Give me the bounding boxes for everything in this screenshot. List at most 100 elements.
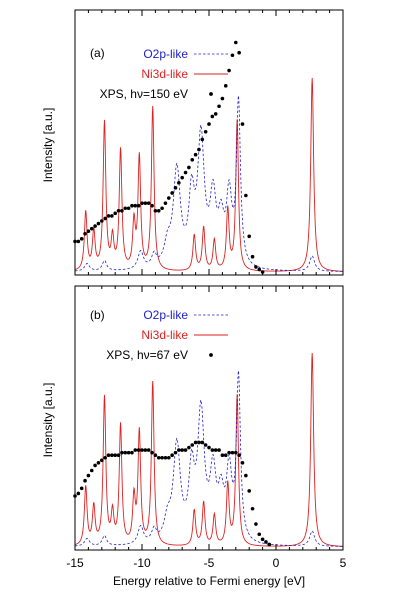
panel-b-xps-point (143, 448, 148, 452)
panel-a-xps-point (123, 206, 128, 211)
panel-a-xps-point (203, 129, 208, 134)
panel-a-xps-point (177, 180, 181, 185)
panel-a-xps-point (93, 224, 97, 228)
panel-b-xps-point (227, 450, 231, 455)
panel-a-ni3d-path (74, 78, 344, 272)
panel-b-legend-xps-marker (209, 353, 213, 357)
panel-a-xps-points (73, 40, 265, 274)
panel-b-xps-point (230, 450, 235, 455)
x-tick-label: 0 (273, 556, 280, 570)
panel-a-xps-point (227, 68, 231, 73)
panel-b-frame (74, 285, 344, 551)
panel-a-xps-point (220, 96, 225, 101)
panel-a-xps-point (96, 221, 101, 226)
panel-b-xps-point (76, 491, 81, 496)
panel-b-legend-xps-label: XPS, hν=67 eV (106, 348, 188, 362)
panel-a-xps-point (130, 203, 134, 208)
panel-b-legend-ni3d-label: Ni3d-like (141, 328, 188, 342)
panel-b-xps-point (187, 445, 191, 450)
panel-a-xps-point (240, 122, 245, 126)
panel-b-xps-point (203, 443, 208, 447)
panel-a-xps-point (136, 203, 141, 208)
panel-a-xps-point (79, 237, 84, 241)
panel-a-xps-point (254, 265, 258, 269)
panel-a-legend-ni3d-label: Ni3d-like (141, 67, 188, 81)
panel-b-xps-point (207, 445, 211, 450)
panel-a-xps-point (167, 196, 171, 200)
panel-b-xps-point (240, 461, 245, 465)
panel-b-xps-points (73, 440, 272, 547)
panel-a-xps-point (180, 175, 184, 180)
panel-b-xps-point (197, 440, 201, 445)
panel-a-xps-point (183, 170, 188, 175)
x-tick-label: 5 (340, 556, 347, 570)
panel-a-xps-point (103, 216, 107, 221)
x-tick-labels: -15 -10 -5 0 5 (66, 556, 346, 570)
panel-b-xps-point (146, 448, 151, 452)
x-tick-label: -15 (66, 556, 84, 570)
panel-b-xps-point (150, 450, 154, 455)
panel-a-xps-point (86, 229, 91, 233)
panel-b-xps-point (106, 453, 111, 458)
panel-a-xps-point (89, 226, 94, 231)
panel-a-xps-point (244, 193, 248, 198)
panel-b-xps-point (213, 448, 218, 452)
panel-a-legend: O2p-like Ni3d-like XPS, hν=150 eV (100, 47, 228, 101)
panel-b-xps-point (83, 478, 87, 483)
panel-b-xps-point (210, 448, 215, 452)
panel-a-xps-point (213, 112, 218, 116)
panel-a-label: (a) (90, 46, 105, 60)
panel-b-xps-point (93, 463, 97, 468)
panel-a-o2p-path (74, 95, 344, 272)
panel-b-xps-point (120, 450, 124, 455)
panel-a-ylabel: Intensity [a.u.] (41, 108, 55, 183)
panel-b-xps-point (110, 453, 114, 458)
panel-a-xps-point (76, 239, 81, 244)
panel-b-xps-point (173, 450, 178, 455)
x-tick-label: -5 (204, 556, 215, 570)
panel-a-xps-point (143, 201, 148, 205)
panel-b-xps-point (140, 448, 144, 452)
panel-b-xps-point (217, 448, 221, 452)
panel-b-xps-point (153, 453, 158, 458)
panel-a-xps-point (193, 152, 198, 157)
panel-a-o2p-line (74, 95, 344, 272)
panel-b-xps-point (163, 455, 168, 460)
panel-b-xps-point (257, 532, 262, 537)
panel-a-xps-point (156, 209, 161, 213)
panel-a-legend-xps-marker (209, 92, 213, 96)
panel-b-label: (b) (90, 308, 105, 322)
panel-a-xps-point (110, 214, 114, 218)
panel-a-xps-point (126, 206, 131, 211)
panel-a-xps-point (146, 201, 151, 205)
panel-b-xps-point (254, 522, 258, 526)
panel-b-ylabel: Intensity [a.u.] (41, 383, 55, 458)
panel-b-xps-point (133, 448, 138, 452)
panel-b-xps-point (237, 453, 241, 458)
panel-b: (b) Intensity [a.u.] O2p-like Ni3d-like … (41, 285, 344, 551)
panel-a-xps-point (106, 214, 111, 218)
panel-b-xps-point (220, 453, 225, 458)
panel-a-xps-point (113, 211, 117, 216)
panel-b-xps-point (223, 453, 228, 458)
panel-a-ticks (74, 10, 344, 275)
panel-a-xps-point (170, 191, 174, 195)
panel-b-xps-point (180, 448, 184, 452)
panel-b-xps-point (100, 458, 104, 463)
panel-b-xps-point (200, 440, 205, 445)
panel-b-xps-point (170, 453, 174, 458)
panel-b-ni3d-line (74, 353, 344, 547)
panel-a-xps-point (120, 209, 124, 213)
panel-b-xps-point (244, 473, 248, 478)
panel-a-legend-o2p-label: O2p-like (143, 47, 188, 61)
x-tick-label: -10 (133, 556, 151, 570)
panel-b-xps-point (89, 468, 94, 473)
panel-b-xps-point (136, 448, 141, 452)
x-axis-label: Energy relative to Fermi energy [eV] (113, 574, 305, 588)
panel-a-xps-point (150, 203, 154, 208)
panel-b-xps-point (260, 537, 265, 542)
panel-a-xps-point (200, 137, 205, 142)
panel-b-xps-point (177, 448, 181, 452)
panel-a-xps-point (83, 231, 87, 236)
panel-b-legend: O2p-like Ni3d-like XPS, hν=67 eV (106, 308, 228, 362)
